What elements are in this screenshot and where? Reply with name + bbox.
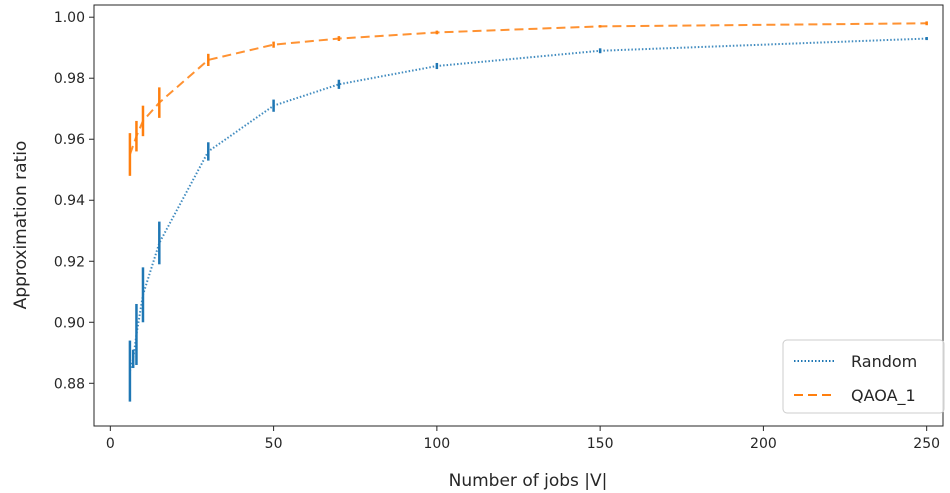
x-axis-label: Number of jobs |V|: [449, 471, 608, 491]
y-tick-label: 0.88: [54, 376, 85, 392]
x-tick-label: 150: [587, 436, 614, 452]
legend-qaoa-label: QAOA_1: [851, 386, 916, 406]
legend: Random QAOA_1: [782, 339, 945, 414]
y-tick-label: 0.96: [54, 132, 85, 148]
tick-marks: [89, 16, 928, 431]
series-line-qaoa-1: [128, 22, 927, 155]
y-tick-labels: 0.88 0.90 0.92 0.94 0.96 0.98 1.00: [54, 10, 85, 392]
y-tick-label: 1.00: [54, 10, 85, 26]
x-tick-label: 0: [106, 436, 115, 452]
y-axis-label: Approximation ratio: [11, 141, 31, 310]
x-tick-labels: 0 50 100 150 200 250: [106, 436, 940, 452]
legend-random-label: Random: [851, 352, 917, 371]
x-tick-label: 200: [750, 436, 777, 452]
x-tick-label: 250: [913, 436, 940, 452]
series-line-random: [128, 37, 927, 372]
plot-series: [128, 21, 928, 402]
plot-frame: [93, 4, 944, 427]
x-tick-label: 100: [423, 436, 450, 452]
x-tick-label: 50: [265, 436, 283, 452]
y-tick-label: 0.98: [54, 71, 85, 87]
y-tick-label: 0.94: [54, 193, 85, 209]
y-tick-label: 0.92: [54, 254, 85, 270]
y-tick-label: 0.90: [54, 315, 85, 331]
